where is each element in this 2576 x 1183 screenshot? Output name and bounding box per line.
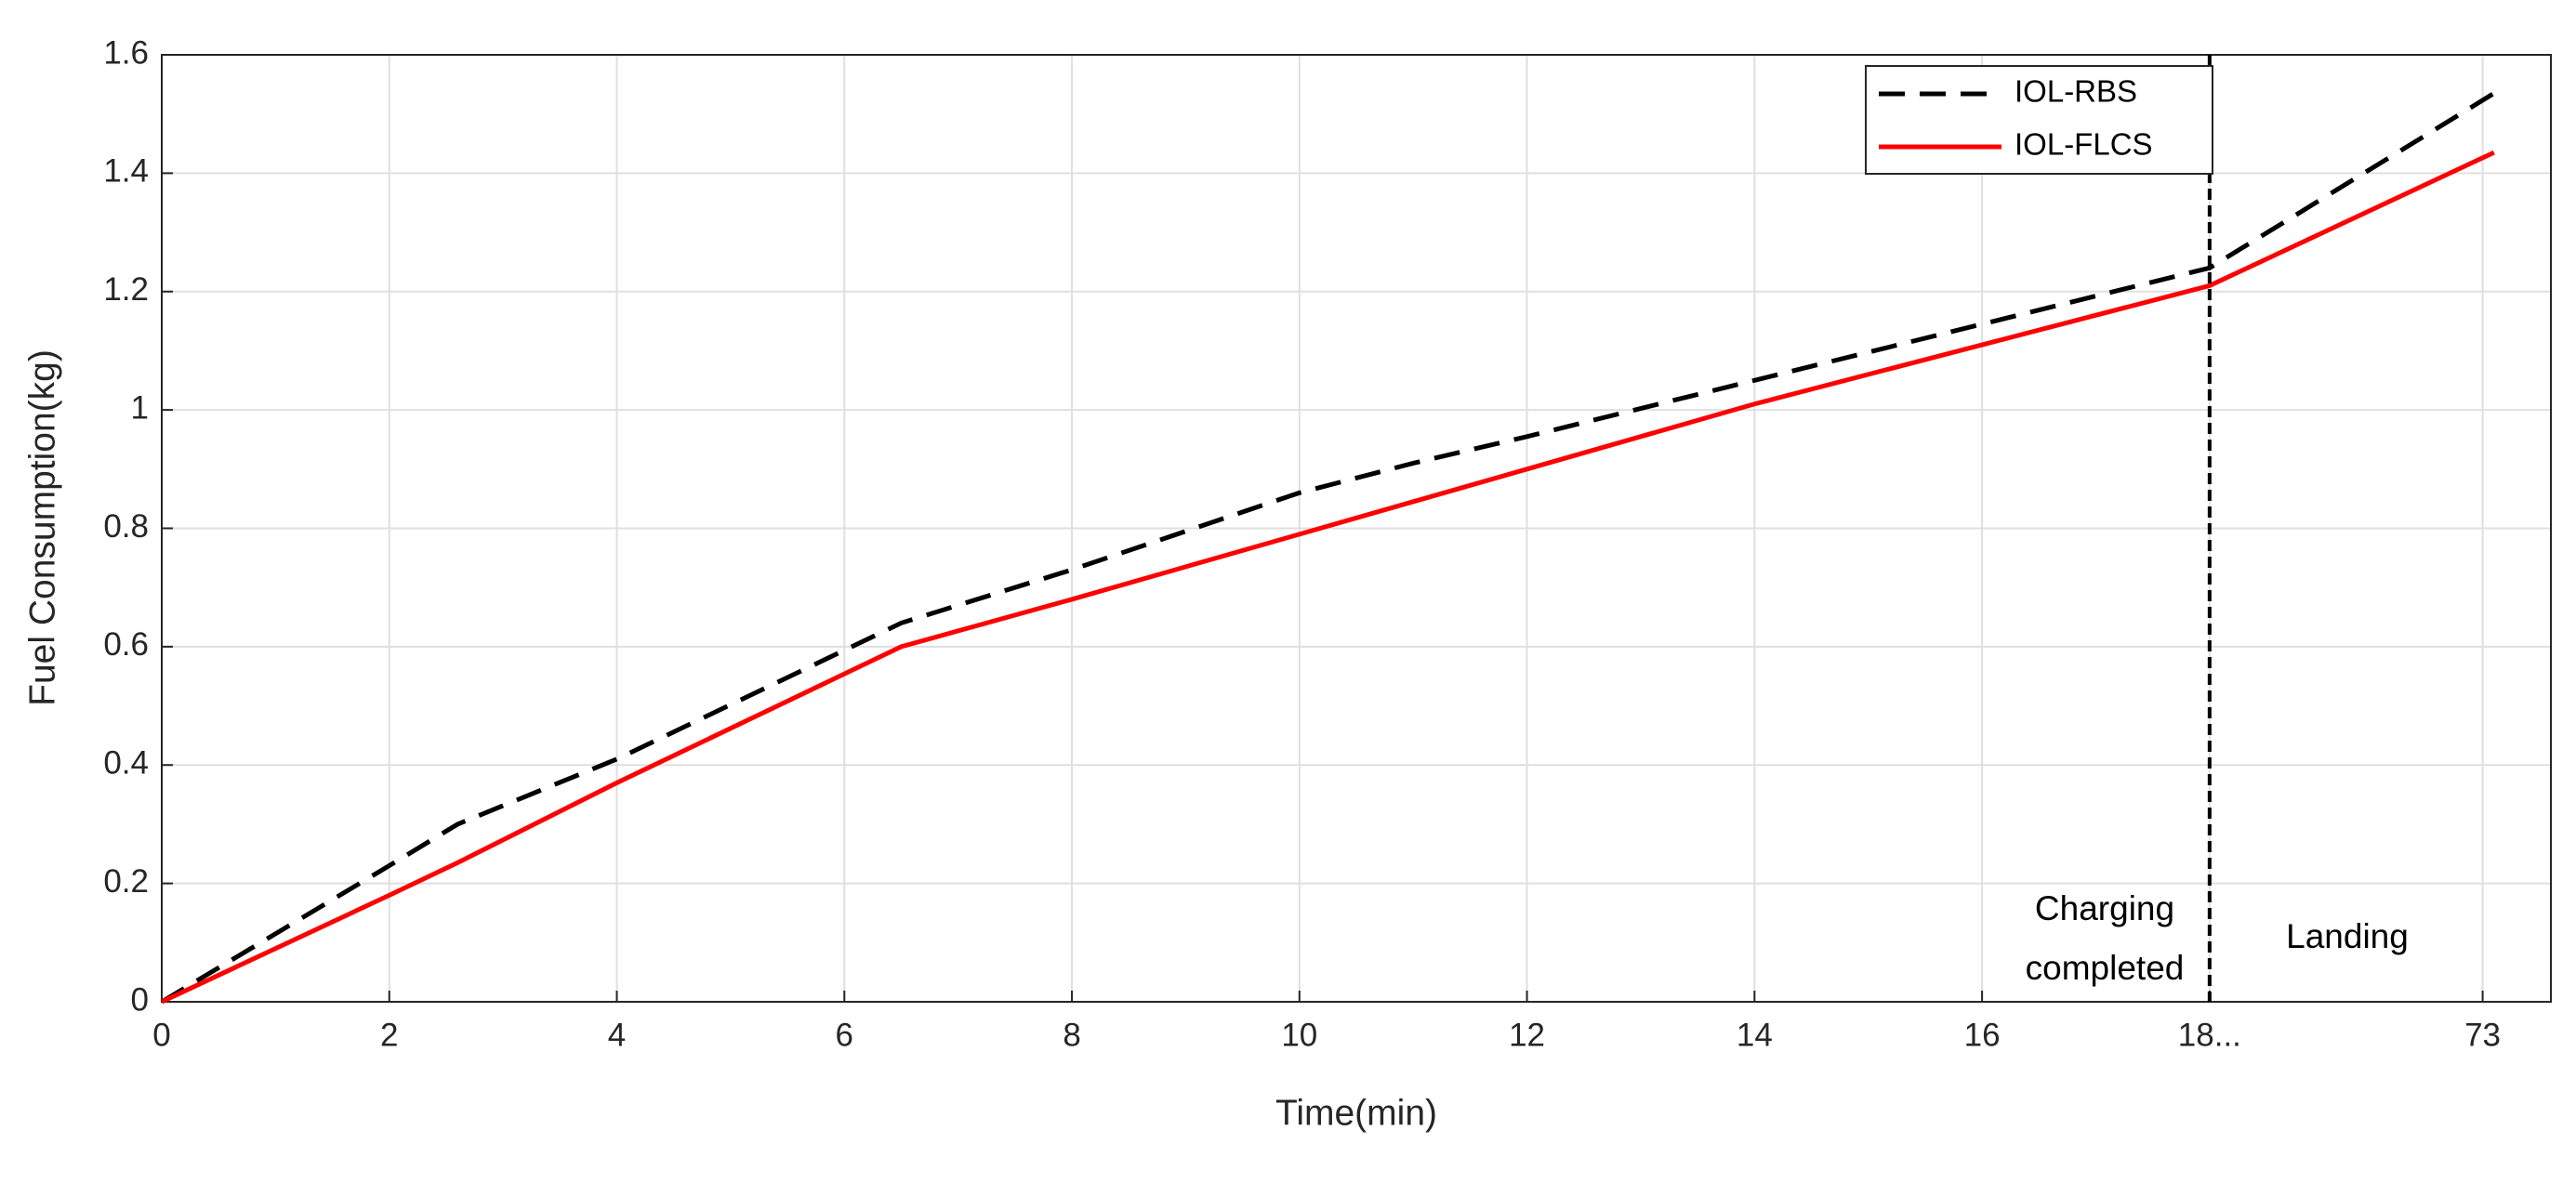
x-tick-label: 8 [1063, 1017, 1080, 1053]
y-tick-label: 0.4 [103, 745, 149, 782]
y-tick-label: 1.2 [103, 271, 149, 308]
legend-box [1865, 65, 2213, 175]
y-axis-label: Fuel Consumption(kg) [22, 349, 62, 706]
y-tick-label: 0.6 [103, 626, 149, 663]
x-tick-label: 6 [836, 1017, 853, 1053]
y-tick-label: 1 [131, 389, 149, 426]
x-axis-label: Time(min) [1275, 1093, 1437, 1133]
y-tick-label: 1.4 [103, 153, 149, 190]
annotation: Charging [2035, 889, 2174, 927]
x-tick-label: 2 [380, 1017, 398, 1053]
x-tick-label: 18... [2178, 1017, 2241, 1053]
y-tick-label: 1.6 [103, 34, 149, 71]
legend-label: IOL-FLCS [2015, 127, 2153, 162]
y-tick-label: 0 [131, 981, 149, 1018]
y-tick-label: 0.2 [103, 863, 149, 900]
x-tick-label: 16 [1964, 1017, 2001, 1053]
legend-label: IOL-RBS [2015, 74, 2137, 109]
series-line [160, 150, 2495, 1005]
series-line [160, 91, 2496, 1005]
x-tick-label: 10 [1281, 1017, 1317, 1053]
x-tick-label: 12 [1509, 1017, 1545, 1053]
x-tick-label: 4 [608, 1017, 626, 1053]
x-tick-label: 14 [1737, 1017, 1773, 1053]
y-tick-label: 0.8 [103, 508, 149, 545]
x-tick-label: 0 [152, 1017, 170, 1053]
annotation: completed [2026, 949, 2185, 987]
axes-box [161, 54, 2552, 1003]
x-tick-label: 73 [2464, 1017, 2501, 1053]
annotation: Landing [2286, 917, 2409, 955]
